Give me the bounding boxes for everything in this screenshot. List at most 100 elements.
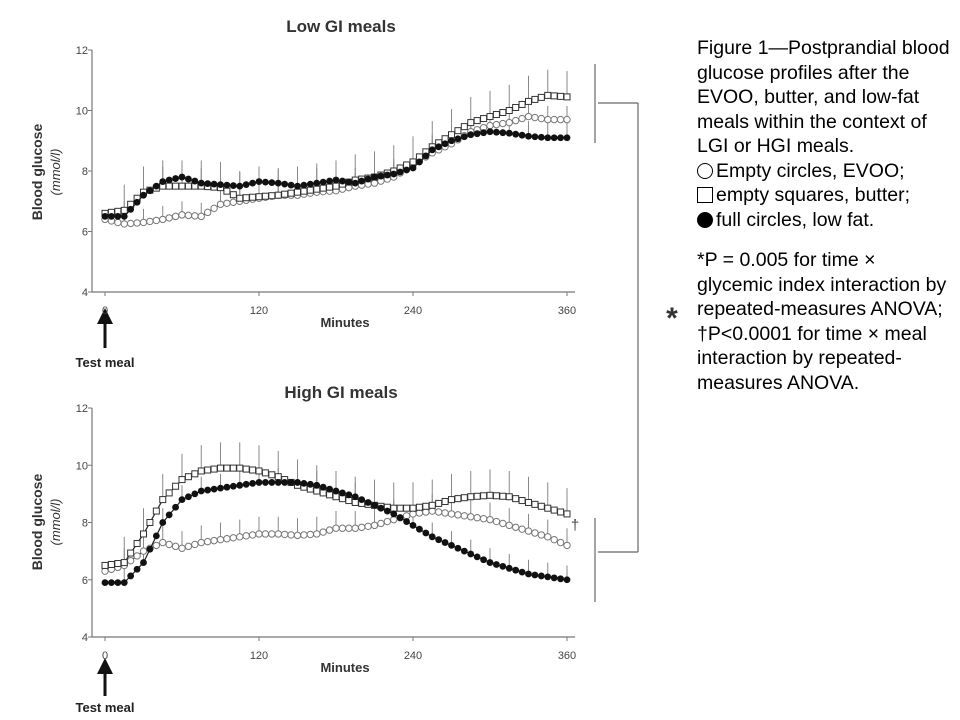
- data-point: [223, 535, 231, 543]
- data-point: [178, 476, 186, 484]
- data-point: [229, 482, 237, 490]
- data-point: [171, 542, 180, 551]
- data-point: [203, 208, 212, 217]
- panel-title: Low GI meals: [286, 17, 396, 36]
- data-point: [306, 480, 314, 488]
- x-tick-label: 0: [102, 650, 108, 662]
- data-point: [120, 220, 128, 228]
- data-point: [268, 530, 276, 538]
- dagger-marker: †: [571, 517, 579, 534]
- data-point: [268, 471, 276, 479]
- filled-circle-icon: [697, 211, 713, 228]
- data-point: [185, 175, 192, 183]
- y-tick-label: 8: [82, 518, 88, 530]
- data-point: [204, 486, 212, 494]
- data-point: [499, 519, 507, 528]
- data-point: [313, 179, 321, 187]
- data-point: [364, 522, 372, 531]
- caption-title: Figure 1—Postprandial blood glucose prof…: [697, 37, 950, 157]
- data-point: [537, 93, 545, 101]
- data-point: [191, 540, 199, 549]
- data-point: [261, 192, 269, 200]
- y-axis-label: Blood glucose: [29, 474, 45, 571]
- data-point: [525, 570, 532, 578]
- data-point: [101, 561, 109, 569]
- data-point: [345, 491, 353, 499]
- data-point: [294, 479, 301, 486]
- data-point: [178, 173, 186, 181]
- y-tick-label: 10: [76, 106, 88, 118]
- data-point: [248, 531, 257, 539]
- data-point: [319, 483, 327, 491]
- data-point: [563, 93, 571, 101]
- data-point: [210, 485, 218, 493]
- data-point: [544, 115, 552, 124]
- data-point: [191, 177, 199, 185]
- data-point: [140, 191, 147, 199]
- data-point: [255, 193, 263, 201]
- data-point: [345, 524, 353, 532]
- data-point: [152, 507, 160, 515]
- data-point: [210, 204, 218, 213]
- y-tick-label: 6: [82, 227, 88, 239]
- x-tick-label: 360: [558, 305, 576, 317]
- data-point: [525, 132, 532, 140]
- data-point: [403, 166, 410, 174]
- data-point: [152, 541, 161, 550]
- data-point: [178, 182, 186, 190]
- data-point: [518, 497, 526, 505]
- data-point: [101, 579, 109, 587]
- data-point: [140, 559, 147, 566]
- data-point: [396, 504, 404, 512]
- data-point: [300, 187, 308, 195]
- data-point: [383, 517, 392, 526]
- data-point: [338, 495, 346, 503]
- data-point: [556, 115, 565, 124]
- data-point: [236, 533, 244, 541]
- data-point: [338, 524, 347, 532]
- data-point: [268, 192, 276, 200]
- data-point: [339, 177, 346, 185]
- data-point: [396, 168, 404, 176]
- data-point: [428, 146, 436, 154]
- data-point: [524, 527, 533, 535]
- data-point: [300, 181, 308, 189]
- data-point: [377, 504, 385, 512]
- data-point: [428, 501, 436, 509]
- data-point: [114, 212, 122, 220]
- data-point: [499, 492, 507, 500]
- data-point: [434, 508, 443, 516]
- data-point: [204, 466, 212, 474]
- data-point: [255, 479, 263, 486]
- y-axis-unit: (mmol/l): [48, 499, 63, 546]
- test-meal-arrow: [97, 658, 113, 696]
- data-point: [249, 193, 257, 201]
- data-point: [383, 171, 391, 179]
- test-meal-label: Test meal: [75, 355, 134, 370]
- data-point: [351, 524, 359, 532]
- data-point: [191, 490, 199, 498]
- data-point: [229, 464, 237, 472]
- high-gi-panel: High GI meals Blood glucose (mmol/l) Min…: [29, 383, 576, 715]
- data-point: [492, 120, 501, 129]
- data-point: [550, 115, 558, 124]
- data-point: [467, 131, 475, 139]
- data-point: [229, 534, 238, 542]
- significance-brackets: * †: [571, 64, 678, 602]
- data-point: [479, 514, 488, 523]
- data-point: [133, 219, 141, 227]
- data-point: [165, 214, 173, 222]
- data-point: [223, 199, 231, 207]
- data-point: [197, 179, 205, 187]
- y-tick-label: 12: [76, 403, 88, 415]
- data-point: [120, 579, 128, 587]
- data-point: [210, 180, 218, 188]
- data-point: [107, 560, 115, 568]
- data-point: [422, 152, 430, 160]
- data-point: [467, 493, 475, 501]
- data-point: [108, 212, 115, 220]
- data-point: [326, 485, 333, 493]
- data-point: [402, 512, 411, 520]
- data-point: [473, 553, 481, 561]
